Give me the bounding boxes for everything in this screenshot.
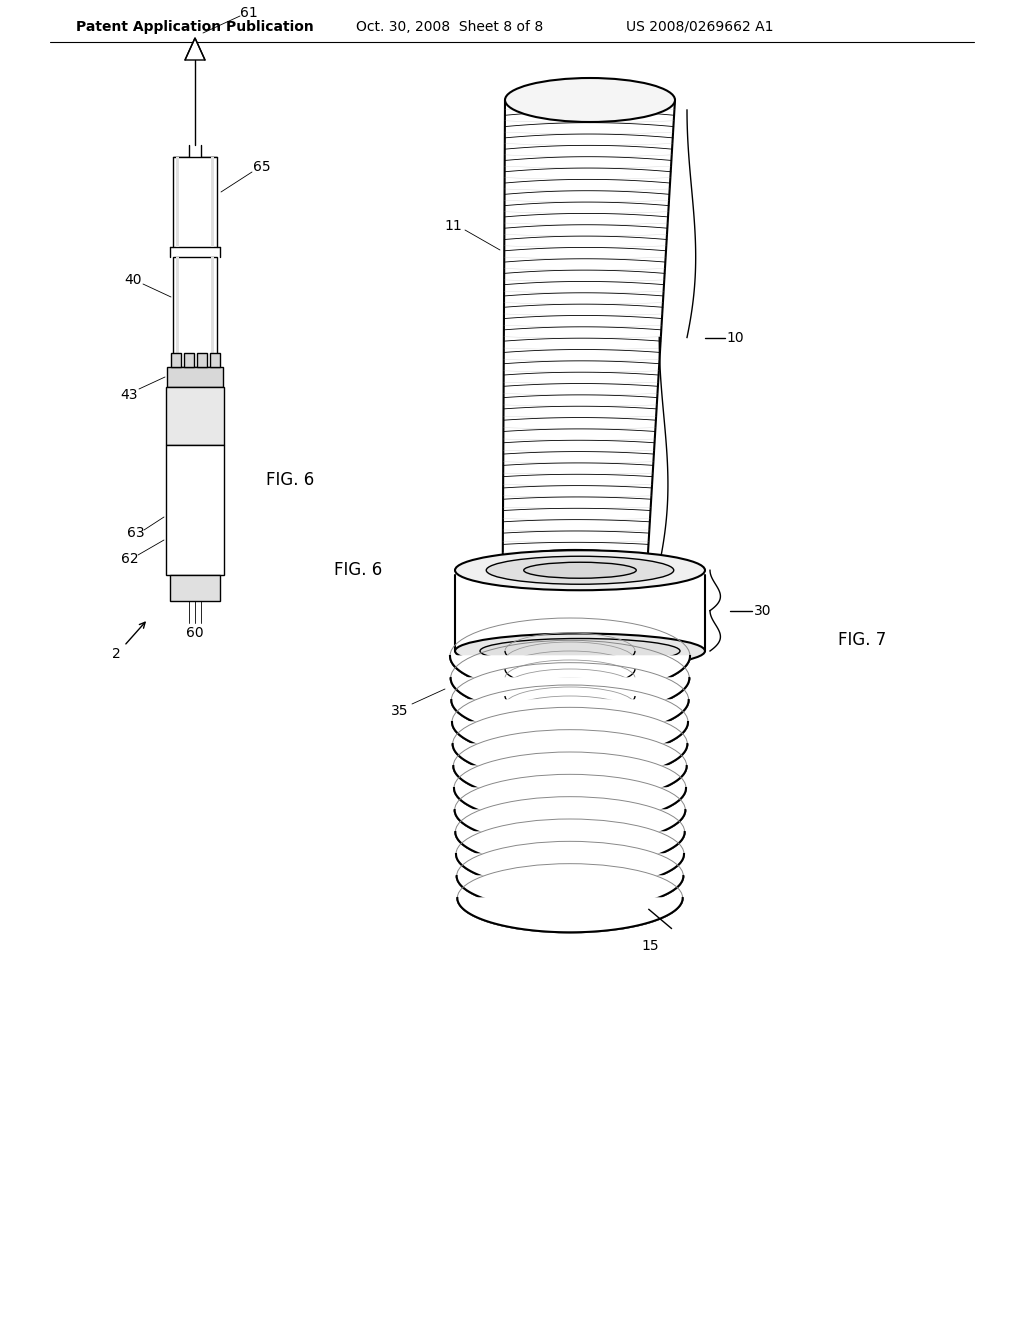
Text: FIG. 6: FIG. 6 xyxy=(266,471,314,488)
Bar xyxy=(211,257,214,367)
Polygon shape xyxy=(456,832,685,867)
Text: 10: 10 xyxy=(726,330,743,345)
Bar xyxy=(173,257,217,367)
Bar xyxy=(210,352,220,367)
Polygon shape xyxy=(185,38,205,59)
Polygon shape xyxy=(453,744,687,780)
Ellipse shape xyxy=(503,549,647,581)
Polygon shape xyxy=(451,678,689,715)
Ellipse shape xyxy=(505,78,675,121)
Text: 15: 15 xyxy=(641,939,658,953)
Bar xyxy=(170,576,220,601)
Bar xyxy=(211,157,214,247)
Text: 43: 43 xyxy=(120,388,138,403)
Polygon shape xyxy=(457,876,683,911)
Polygon shape xyxy=(455,810,685,846)
Bar xyxy=(173,157,217,247)
Text: 2: 2 xyxy=(112,647,121,661)
Ellipse shape xyxy=(480,639,680,664)
Polygon shape xyxy=(450,656,690,694)
Ellipse shape xyxy=(486,556,674,585)
Polygon shape xyxy=(458,898,683,932)
Text: Patent Application Publication: Patent Application Publication xyxy=(76,20,314,34)
Bar xyxy=(184,352,194,367)
Text: 65: 65 xyxy=(253,160,270,174)
Text: US 2008/0269662 A1: US 2008/0269662 A1 xyxy=(627,20,774,34)
Bar xyxy=(166,387,224,445)
Polygon shape xyxy=(456,854,684,888)
Text: FIG. 7: FIG. 7 xyxy=(838,631,886,649)
Text: 40: 40 xyxy=(124,273,141,286)
Bar xyxy=(176,257,179,367)
Ellipse shape xyxy=(455,634,705,668)
Text: 11: 11 xyxy=(444,219,462,234)
Text: 61: 61 xyxy=(240,7,258,20)
Text: 60: 60 xyxy=(186,626,204,640)
Polygon shape xyxy=(454,766,687,803)
Text: 62: 62 xyxy=(121,552,139,566)
Bar xyxy=(166,445,224,576)
Bar xyxy=(167,367,223,387)
Ellipse shape xyxy=(523,562,636,578)
Text: Oct. 30, 2008  Sheet 8 of 8: Oct. 30, 2008 Sheet 8 of 8 xyxy=(356,20,544,34)
Bar xyxy=(171,352,181,367)
Text: 30: 30 xyxy=(755,603,772,618)
Polygon shape xyxy=(452,722,688,759)
Text: 63: 63 xyxy=(127,525,144,540)
Polygon shape xyxy=(452,700,689,738)
Bar xyxy=(176,157,179,247)
Ellipse shape xyxy=(455,550,705,590)
Polygon shape xyxy=(454,788,686,824)
Text: 35: 35 xyxy=(391,704,409,718)
Bar xyxy=(197,352,207,367)
Text: FIG. 6: FIG. 6 xyxy=(334,561,382,579)
